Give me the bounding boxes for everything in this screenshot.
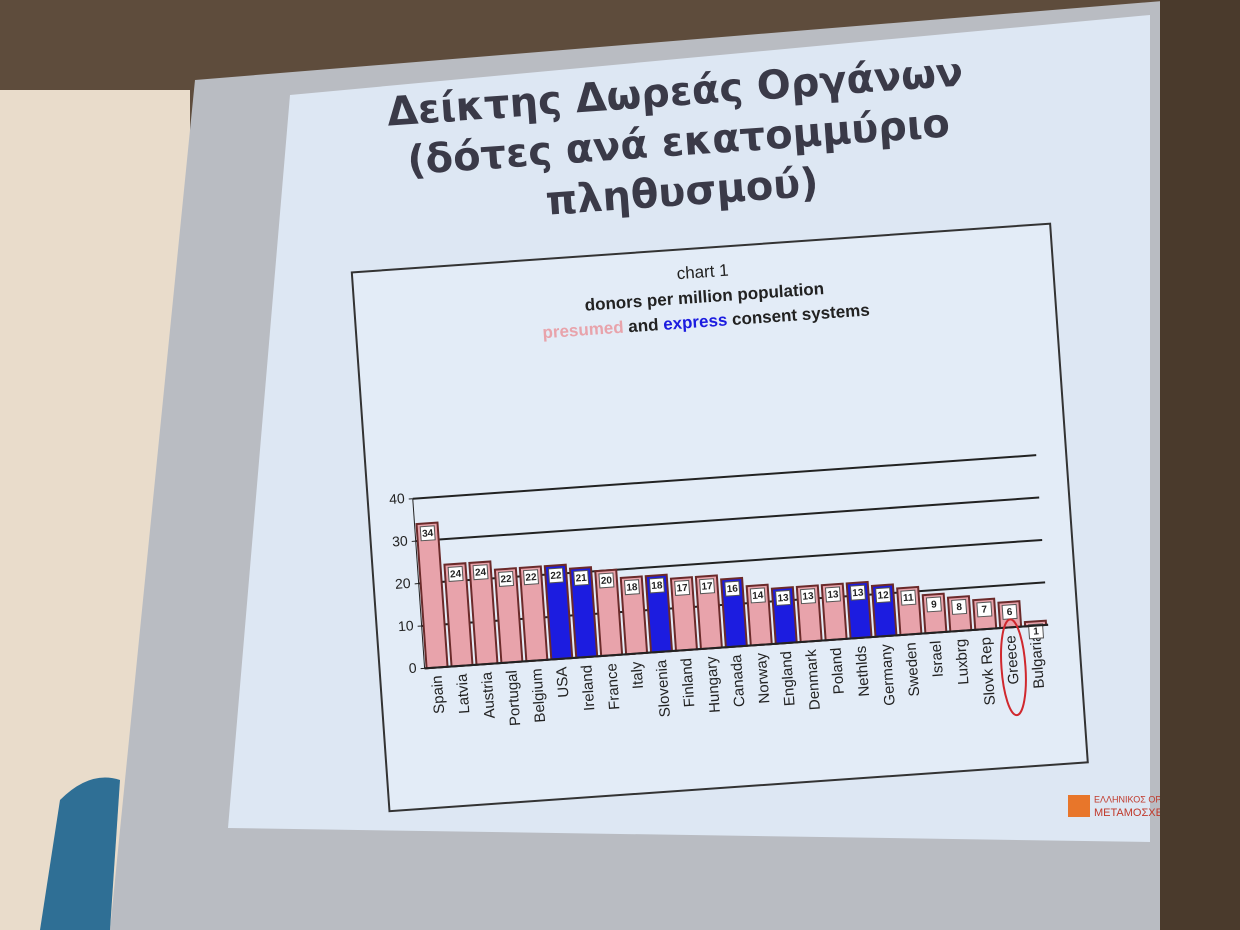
x-tick-label: Norway bbox=[753, 652, 774, 704]
value-label-box bbox=[419, 525, 436, 542]
x-tick-label: Germany bbox=[877, 643, 898, 706]
value-label-box bbox=[623, 579, 640, 596]
y-tick-label: 0 bbox=[408, 660, 417, 677]
chart-frame bbox=[350, 222, 1089, 813]
x-tick-label: Italy bbox=[628, 660, 647, 689]
value-label: 24 bbox=[475, 567, 487, 579]
x-tick-label: Slovenia bbox=[653, 659, 674, 718]
grid-line bbox=[412, 454, 1037, 500]
value-label: 17 bbox=[676, 583, 688, 595]
value-label-box bbox=[724, 580, 741, 597]
value-label-box bbox=[674, 579, 691, 596]
value-label-box bbox=[875, 587, 892, 604]
x-tick-label: Portugal bbox=[503, 670, 524, 727]
value-label-box bbox=[699, 578, 716, 595]
x-tick-label: Slovk Rep bbox=[977, 637, 999, 706]
value-label: 11 bbox=[903, 592, 915, 604]
value-label: 18 bbox=[651, 580, 663, 592]
value-label: 17 bbox=[701, 581, 713, 593]
value-label-box bbox=[523, 569, 540, 586]
value-label-box bbox=[547, 567, 564, 584]
value-label: 9 bbox=[931, 599, 938, 610]
value-label: 6 bbox=[1006, 607, 1013, 618]
value-label: 21 bbox=[575, 573, 587, 585]
value-label-box bbox=[472, 564, 489, 581]
value-label-box bbox=[900, 589, 917, 606]
value-label: 24 bbox=[450, 569, 462, 581]
value-label-box bbox=[447, 565, 464, 582]
x-tick-label: Spain bbox=[429, 675, 449, 714]
value-label-box bbox=[573, 569, 590, 586]
value-label-box bbox=[1028, 623, 1045, 640]
y-tick-label: 20 bbox=[395, 575, 412, 592]
y-tick-label: 30 bbox=[392, 532, 409, 549]
x-tick-label: Denmark bbox=[803, 648, 824, 710]
value-label-box bbox=[598, 572, 615, 589]
x-tick-label: Latvia bbox=[454, 673, 474, 715]
x-tick-label: Canada bbox=[728, 653, 749, 707]
y-tick-label: 40 bbox=[389, 490, 406, 507]
x-tick-label: USA bbox=[553, 666, 572, 698]
value-label: 20 bbox=[601, 575, 613, 587]
value-label: 34 bbox=[422, 528, 434, 540]
y-axis bbox=[412, 498, 426, 669]
x-tick-label: Poland bbox=[828, 647, 848, 695]
value-label: 7 bbox=[981, 604, 988, 615]
value-label: 22 bbox=[525, 572, 537, 584]
logo-text: ΕΛΛΗΝΙΚΟΣ ΟΡΓΑΝΙΣ bbox=[1094, 794, 1186, 804]
x-tick-label: Finland bbox=[678, 657, 698, 707]
y-tick-label: 10 bbox=[397, 617, 414, 634]
logo-mark bbox=[1068, 795, 1090, 817]
x-tick-label: Israel bbox=[927, 640, 947, 678]
highlight-circle bbox=[1000, 618, 1027, 717]
value-label: 22 bbox=[550, 570, 562, 582]
x-tick-label: Ireland bbox=[578, 664, 598, 711]
value-label: 18 bbox=[626, 582, 638, 594]
x-tick-label: Greece bbox=[1002, 635, 1022, 685]
value-label: 12 bbox=[877, 590, 889, 602]
value-label: 14 bbox=[752, 590, 764, 602]
value-label-box bbox=[925, 596, 942, 613]
chart-title: chart 1 bbox=[676, 261, 729, 284]
x-tick-label: Bulgaria bbox=[1027, 632, 1048, 689]
value-label-box bbox=[800, 588, 817, 605]
x-tick-label: England bbox=[778, 650, 799, 706]
x-tick-label: Luxbrg bbox=[952, 638, 972, 685]
value-label: 22 bbox=[500, 574, 512, 586]
wall-edge bbox=[1160, 0, 1240, 930]
x-tick-label: Hungary bbox=[703, 655, 724, 713]
value-label-box bbox=[849, 584, 866, 601]
x-tick-label: France bbox=[603, 663, 623, 711]
value-label-box bbox=[951, 598, 968, 615]
value-label: 8 bbox=[956, 602, 963, 613]
x-tick-label: Sweden bbox=[902, 642, 923, 697]
x-tick-label: Nethlds bbox=[853, 645, 874, 697]
grid-line bbox=[415, 496, 1040, 543]
value-label: 13 bbox=[827, 589, 839, 601]
value-label-box bbox=[749, 587, 766, 604]
value-label-box bbox=[775, 589, 792, 606]
value-label: 13 bbox=[802, 591, 814, 603]
value-label: 16 bbox=[726, 583, 738, 595]
value-label-box bbox=[976, 601, 993, 618]
chair bbox=[40, 777, 120, 930]
legend-entry: express bbox=[663, 311, 728, 334]
slide-content: Δείκτης Δωρεάς Οργάνων (δότες ανά εκατομ… bbox=[350, 49, 1089, 813]
x-tick-label: Austria bbox=[478, 671, 498, 719]
value-label-box bbox=[648, 577, 665, 594]
value-label: 1 bbox=[1033, 626, 1040, 637]
legend-text: and bbox=[628, 316, 659, 337]
value-label-box bbox=[498, 570, 515, 587]
x-axis bbox=[424, 623, 1049, 670]
value-label: 13 bbox=[777, 593, 789, 605]
value-label: 13 bbox=[852, 587, 864, 599]
x-tick-label: Belgium bbox=[528, 668, 549, 723]
value-label-box bbox=[824, 586, 841, 603]
